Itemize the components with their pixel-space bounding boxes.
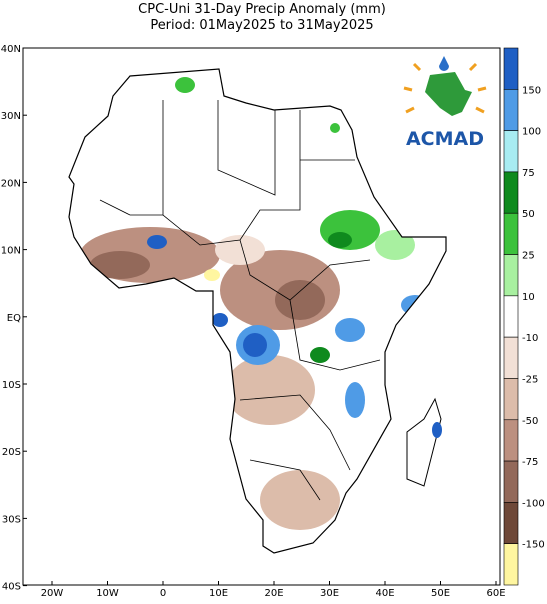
colorbar-label: -50 (522, 416, 538, 427)
colorbar-swatch (503, 336, 519, 379)
colorbar-swatch (503, 460, 519, 503)
colorbar-swatch (503, 502, 519, 544)
lon-label: 10W (96, 588, 119, 599)
acmad-logo: ACMAD (403, 56, 487, 150)
colorbar-label: -10 (522, 333, 538, 344)
lat-label: 30S (2, 514, 21, 525)
axis-labels: 40N 30N 20N 10N EQ 10S 20S 30S 40S 20W 10W 0 10E 20E 3… (1, 44, 506, 599)
lon-label: 20W (41, 588, 64, 599)
colorbar-label: 10 (522, 292, 535, 303)
logo-text: ACMAD (406, 128, 484, 150)
lat-label: 40S (2, 582, 21, 593)
lon-label: 10E (209, 588, 228, 599)
lon-label: 50E (431, 588, 450, 599)
anomaly-blob (432, 422, 442, 438)
colorbar-swatch (503, 212, 519, 255)
lon-label: 60E (486, 588, 505, 599)
colorbar-label: 25 (522, 251, 535, 262)
borders (99, 100, 381, 501)
lon-label: 30E (320, 588, 339, 599)
colorbar-swatch (503, 130, 519, 173)
colorbar-swatch (503, 543, 519, 586)
colorbar-label: -25 (522, 374, 538, 385)
lat-label: EQ (7, 313, 21, 324)
colorbar-swatch (503, 419, 519, 462)
colorbar-label: 100 (522, 127, 541, 138)
lon-label: 0 (160, 588, 166, 599)
colorbar-swatch (503, 171, 519, 214)
lat-label: 10S (2, 380, 21, 391)
colorbar-swatch (503, 295, 519, 338)
lon-label: 40E (375, 588, 394, 599)
lat-label: 20N (1, 178, 21, 189)
title-line: Period: 01May2025 to 31May2025 (150, 18, 373, 33)
colorbar-swatch (503, 378, 519, 421)
colorbar-label: -100 (522, 498, 545, 509)
anomaly-field (80, 77, 429, 530)
colorbar-label: 50 (522, 209, 535, 220)
lat-label: 10N (1, 246, 21, 257)
colorbar-swatch (503, 47, 519, 90)
colorbar-label: 75 (522, 168, 535, 179)
colorbar-label: -75 (522, 457, 538, 468)
africa-outline (68, 68, 447, 554)
colorbar-swatch (503, 254, 519, 297)
madagascar-outline (406, 397, 442, 487)
lat-label: 30N (1, 111, 21, 122)
colorbar: 150 100 75 50 25 10 -10 -25 -50 -75 -100 -150 (503, 47, 545, 586)
lat-label: 20S (2, 447, 21, 458)
colorbar-label: 150 (522, 85, 541, 96)
colorbar-label: -150 (522, 540, 545, 551)
title-line: CPC-Uni 31-Day Precip Anomaly (mm) (138, 2, 386, 17)
lon-label: 20E (264, 588, 283, 599)
colorbar-swatch (503, 89, 519, 131)
lat-label: 40N (1, 44, 21, 55)
